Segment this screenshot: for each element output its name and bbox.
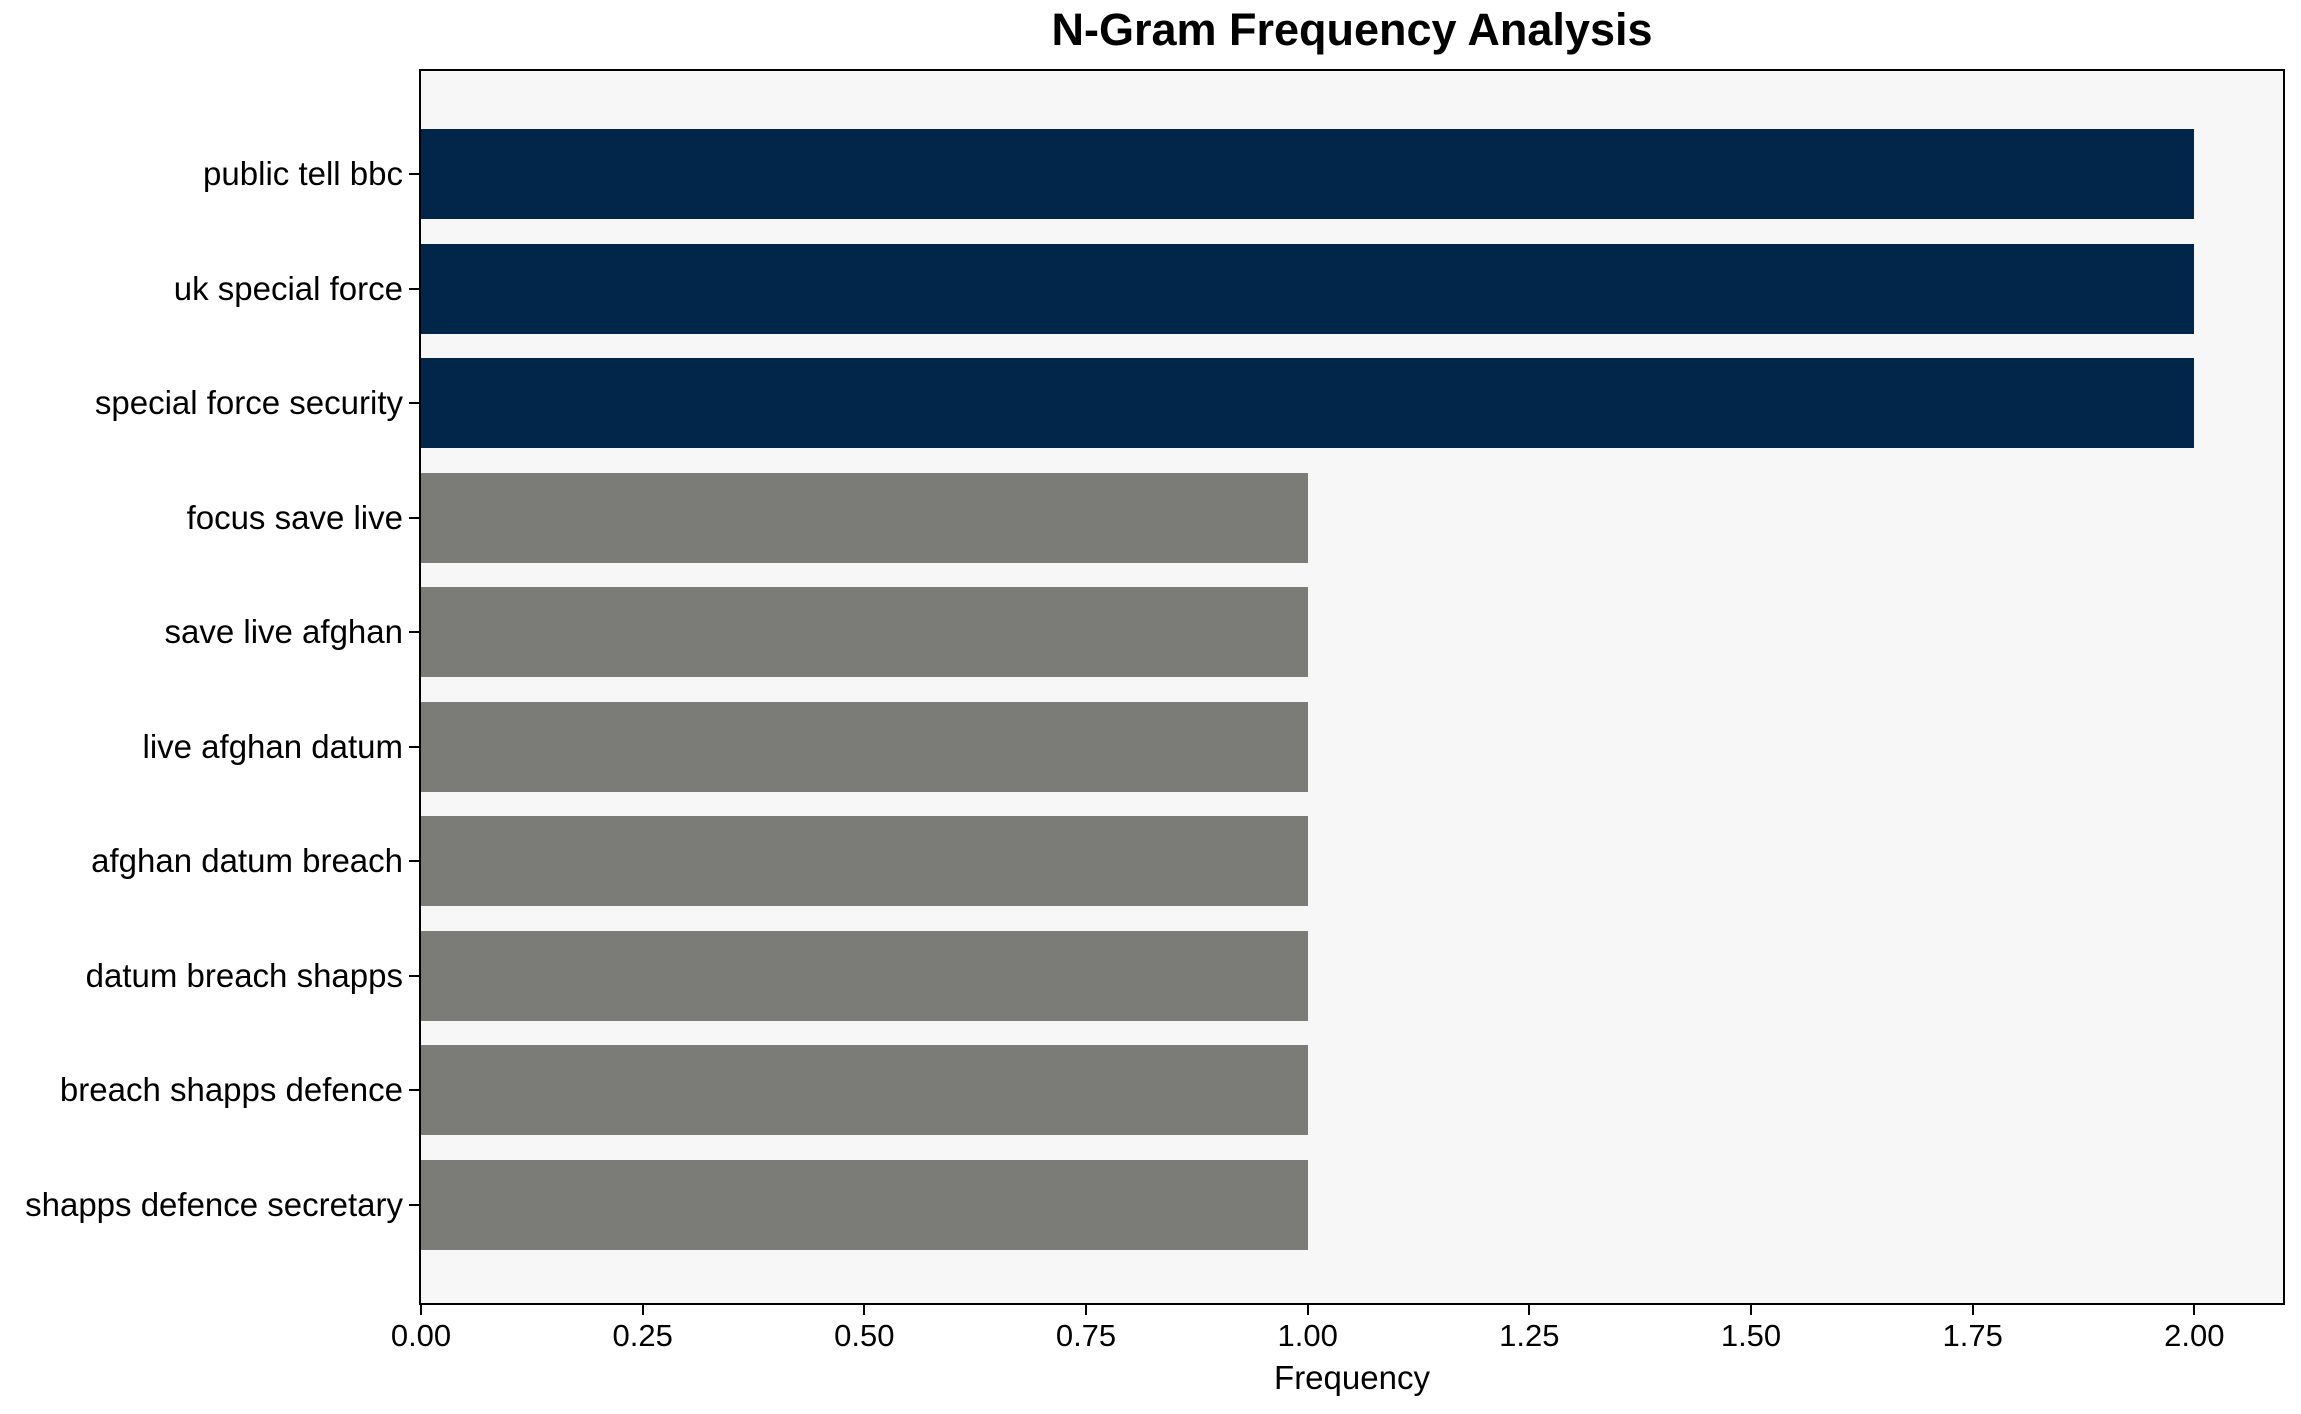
x-tick-label: 1.75	[1942, 1318, 2003, 1353]
x-tick-label: 2.00	[2164, 1318, 2225, 1353]
x-tick-mark	[641, 1305, 644, 1315]
x-tick-label: 1.00	[1277, 1318, 1338, 1353]
y-tick-label: uk special force	[173, 269, 403, 307]
x-tick-mark	[1750, 1305, 1752, 1315]
bar	[421, 472, 1308, 563]
bar	[421, 243, 2194, 334]
bar	[421, 1045, 1308, 1135]
y-tick-mark	[409, 974, 419, 977]
y-tick-label: live afghan datum	[142, 727, 403, 765]
y-tick-mark	[409, 1203, 419, 1206]
y-tick-label: afghan datum breach	[91, 842, 403, 879]
x-tick-mark	[1971, 1305, 1974, 1315]
x-tick-label: 0.25	[612, 1318, 673, 1353]
plot-area	[421, 71, 2283, 1303]
x-tick-mark	[420, 1305, 422, 1315]
bar	[421, 816, 1308, 906]
bar	[421, 1159, 1308, 1250]
bar	[421, 930, 1308, 1021]
y-tick-mark	[409, 173, 419, 175]
bar	[421, 587, 1308, 677]
y-tick-mark	[409, 860, 419, 862]
y-tick-mark	[409, 516, 419, 519]
x-tick-mark	[1306, 1305, 1309, 1315]
y-tick-label: special force security	[94, 384, 403, 421]
x-tick-label: 0.50	[834, 1318, 895, 1353]
chart-title: N-Gram Frequency Analysis	[1051, 4, 1653, 55]
x-tick-mark	[2193, 1305, 2196, 1315]
y-tick-label: breach shapps defence	[59, 1071, 403, 1108]
y-tick-mark	[409, 402, 419, 404]
x-tick-mark	[1085, 1305, 1087, 1315]
bar	[421, 358, 2194, 448]
x-tick-label: 1.50	[1720, 1318, 1782, 1353]
y-tick-mark	[409, 1089, 419, 1091]
y-tick-mark	[409, 745, 419, 748]
x-tick-label: 0.75	[1055, 1318, 1117, 1353]
bar	[421, 129, 2194, 219]
y-tick-label: focus save live	[186, 498, 403, 536]
x-tick-mark	[863, 1305, 866, 1315]
y-tick-label: public tell bbc	[203, 155, 403, 192]
y-tick-label: shapps defence secretary	[25, 1185, 403, 1223]
x-tick-label: 1.25	[1499, 1318, 1560, 1353]
y-tick-label: save live afghan	[164, 613, 404, 650]
y-tick-label: datum breach shapps	[85, 956, 403, 994]
y-tick-mark	[409, 631, 419, 633]
x-tick-mark	[1528, 1305, 1531, 1315]
bar	[421, 701, 1308, 792]
x-tick-label: 0.00	[390, 1318, 452, 1353]
y-tick-mark	[409, 287, 419, 290]
x-axis-label: Frequency	[1274, 1359, 1430, 1396]
